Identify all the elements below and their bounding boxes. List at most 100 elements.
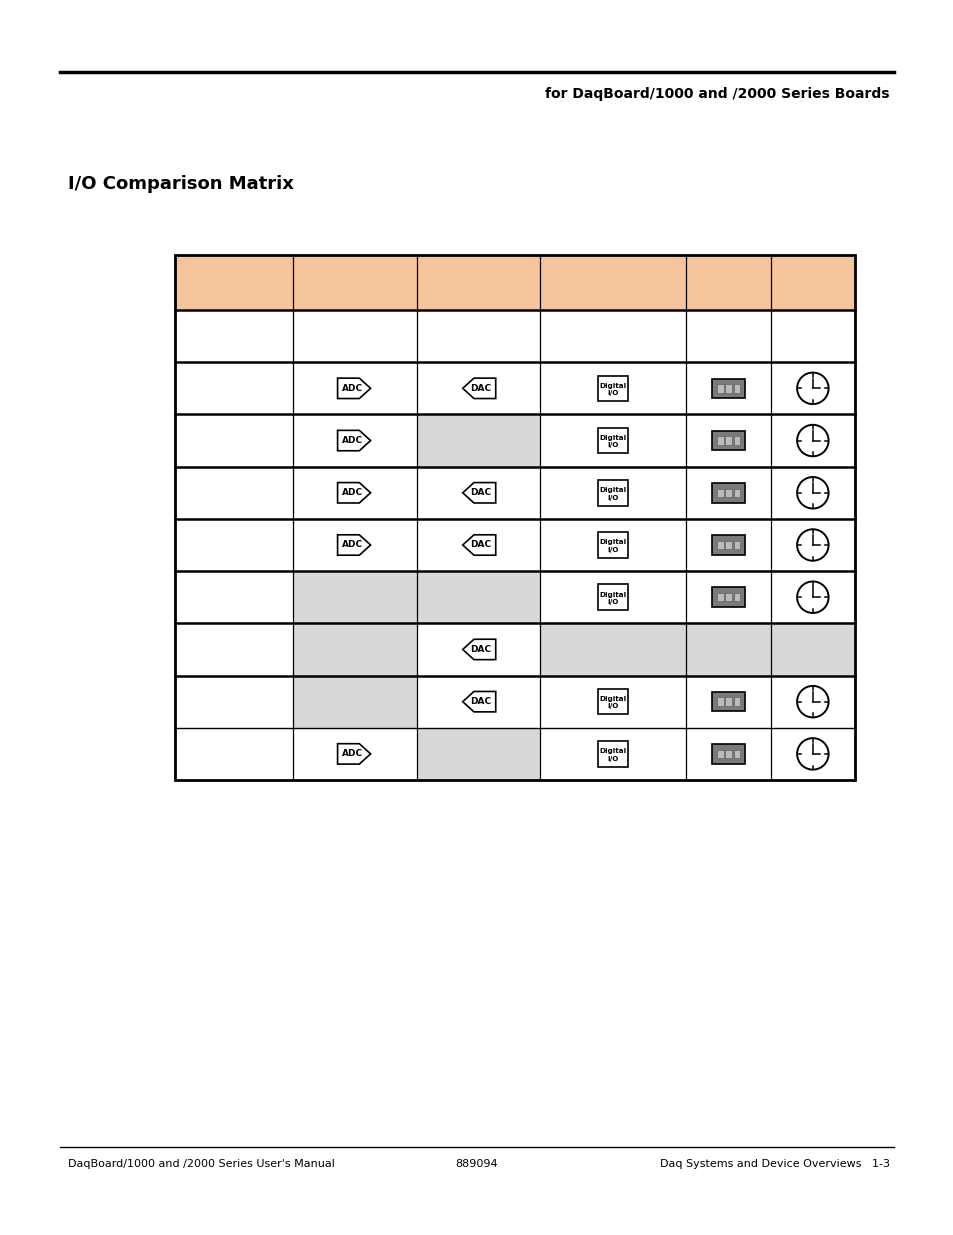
Circle shape — [797, 582, 828, 613]
Bar — [711, 431, 744, 451]
Bar — [416, 362, 539, 415]
Bar — [293, 676, 416, 727]
Circle shape — [797, 373, 828, 404]
Bar — [686, 571, 770, 624]
Text: I/O: I/O — [607, 390, 618, 396]
Bar — [293, 624, 416, 676]
Bar — [293, 415, 416, 467]
Text: Digital: Digital — [599, 592, 626, 598]
Circle shape — [797, 530, 828, 561]
Bar — [724, 541, 731, 550]
Bar — [770, 415, 854, 467]
Text: Digital: Digital — [599, 748, 626, 755]
Bar — [293, 310, 416, 362]
Bar — [686, 727, 770, 781]
Bar — [711, 379, 744, 398]
Text: ADC: ADC — [342, 541, 363, 550]
Text: ADC: ADC — [342, 488, 363, 498]
Bar — [416, 467, 539, 519]
Bar — [416, 415, 539, 467]
Bar — [770, 571, 854, 624]
Bar — [770, 467, 854, 519]
Bar — [724, 750, 731, 758]
Polygon shape — [337, 378, 370, 399]
Bar — [416, 571, 539, 624]
Bar — [416, 519, 539, 571]
Bar — [717, 698, 722, 706]
Text: Digital: Digital — [599, 697, 626, 701]
Bar — [539, 676, 686, 727]
Circle shape — [797, 425, 828, 456]
Text: DAC: DAC — [470, 541, 491, 550]
Bar — [686, 254, 770, 310]
Bar — [733, 436, 740, 445]
Bar — [539, 362, 686, 415]
Bar — [174, 624, 293, 676]
Bar — [711, 535, 744, 555]
Bar — [733, 489, 740, 496]
Bar — [539, 624, 686, 676]
Polygon shape — [462, 378, 496, 399]
Text: ADC: ADC — [342, 750, 363, 758]
Bar — [174, 254, 293, 310]
Text: DaqBoard/1000 and /2000 Series User's Manual: DaqBoard/1000 and /2000 Series User's Ma… — [68, 1158, 335, 1170]
Bar — [770, 362, 854, 415]
Bar — [293, 624, 416, 676]
Bar — [724, 593, 731, 601]
Text: I/O: I/O — [607, 442, 618, 448]
Bar — [539, 467, 686, 519]
Bar — [724, 489, 731, 496]
Text: Digital: Digital — [599, 435, 626, 441]
Bar — [416, 727, 539, 781]
Bar — [711, 588, 744, 606]
Bar — [416, 727, 539, 781]
Bar — [686, 676, 770, 727]
Bar — [293, 676, 416, 727]
Polygon shape — [337, 483, 370, 503]
Bar — [416, 254, 539, 310]
Bar — [293, 467, 416, 519]
Bar — [598, 480, 628, 505]
Circle shape — [797, 739, 828, 769]
Text: I/O: I/O — [607, 494, 618, 500]
Text: DAC: DAC — [470, 698, 491, 706]
Polygon shape — [462, 692, 496, 711]
Polygon shape — [462, 535, 496, 556]
Bar — [174, 571, 293, 624]
Bar — [686, 415, 770, 467]
Bar — [539, 519, 686, 571]
Bar — [717, 436, 722, 445]
Text: I/O: I/O — [607, 756, 618, 762]
Bar — [598, 427, 628, 453]
Text: Digital: Digital — [599, 383, 626, 389]
Text: ADC: ADC — [342, 436, 363, 445]
Bar — [416, 310, 539, 362]
Bar — [724, 384, 731, 393]
Bar — [598, 375, 628, 401]
Text: I/O: I/O — [607, 599, 618, 605]
Bar — [733, 750, 740, 758]
Bar — [711, 745, 744, 763]
Text: Digital: Digital — [599, 487, 626, 493]
Polygon shape — [462, 483, 496, 503]
Bar — [711, 483, 744, 503]
Bar — [724, 698, 731, 706]
Polygon shape — [337, 535, 370, 556]
Bar — [539, 310, 686, 362]
Text: I/O: I/O — [607, 547, 618, 553]
Bar — [539, 254, 686, 310]
Bar — [717, 593, 722, 601]
Bar — [174, 467, 293, 519]
Bar — [598, 689, 628, 714]
Bar — [733, 698, 740, 706]
Bar — [174, 254, 854, 781]
Text: for DaqBoard/1000 and /2000 Series Boards: for DaqBoard/1000 and /2000 Series Board… — [545, 86, 889, 101]
Bar — [293, 571, 416, 624]
Text: Digital: Digital — [599, 540, 626, 546]
Text: I/O: I/O — [607, 704, 618, 709]
Bar — [293, 519, 416, 571]
Bar — [770, 310, 854, 362]
Bar — [598, 741, 628, 767]
Bar — [539, 415, 686, 467]
Text: 889094: 889094 — [456, 1158, 497, 1170]
